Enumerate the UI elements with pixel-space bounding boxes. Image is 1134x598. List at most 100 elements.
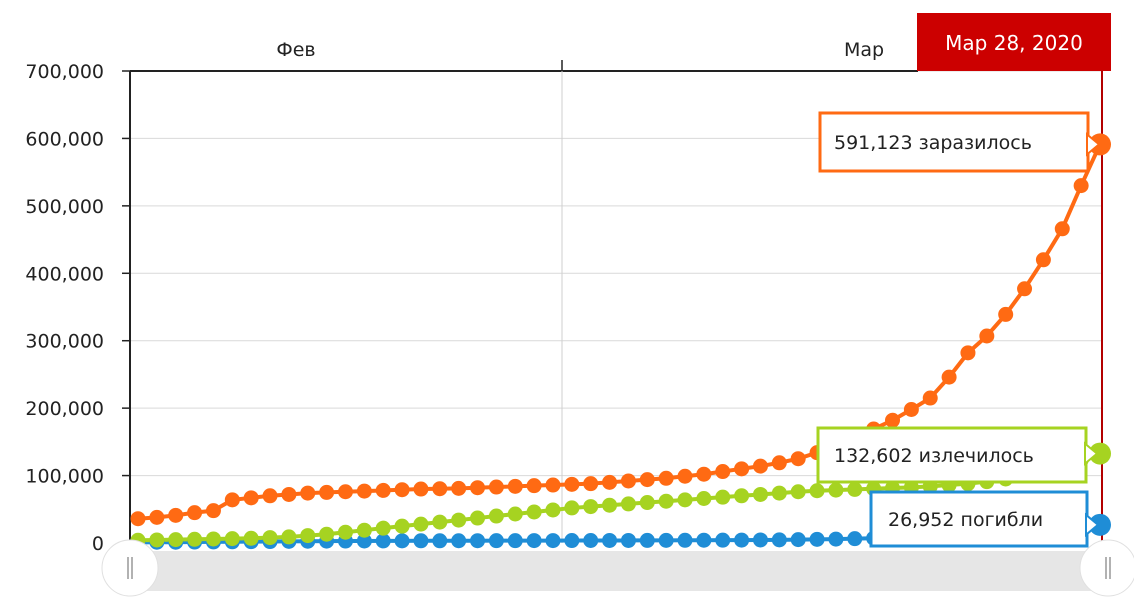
data-point-recovered [300, 528, 316, 544]
callout-label-recovered: 132,602 излечилось [834, 445, 1034, 467]
data-point-confirmed [1073, 178, 1089, 194]
data-point-deaths [602, 532, 618, 548]
y-tick-label: 0 [92, 533, 104, 555]
y-axis-ticks: 0 100,000 200,000 300,000 400,000 500,000 600,… [25, 61, 130, 555]
data-point-deaths [564, 533, 580, 549]
data-point-recovered [451, 512, 467, 528]
data-point-recovered [394, 518, 410, 534]
data-point-recovered [752, 486, 768, 502]
data-point-deaths [677, 532, 693, 548]
data-point-confirmed [187, 505, 203, 521]
month-label: Фев [276, 39, 315, 61]
data-point-recovered [771, 485, 787, 501]
data-point-confirmed [903, 401, 919, 417]
data-point-deaths [394, 533, 410, 549]
data-point-deaths [752, 532, 768, 548]
data-point-confirmed [526, 478, 542, 494]
data-point-recovered [375, 520, 391, 536]
month-labels: Фев Мар [276, 39, 884, 61]
data-point-deaths [356, 533, 372, 549]
data-point-recovered [734, 488, 750, 504]
y-tick-label: 700,000 [25, 61, 104, 83]
data-point-confirmed [149, 509, 165, 525]
data-point-deaths [828, 531, 844, 547]
data-point-confirmed [507, 478, 523, 494]
scroller-left-handle[interactable] [101, 539, 159, 597]
data-point-confirmed [224, 492, 240, 508]
data-point-confirmed [602, 474, 618, 490]
data-point-recovered [470, 510, 486, 526]
data-point-deaths [809, 531, 825, 547]
data-point-recovered [168, 532, 184, 548]
data-point-deaths [1089, 513, 1111, 536]
data-point-deaths [526, 533, 542, 549]
data-point-confirmed [885, 412, 901, 428]
y-tick-label: 200,000 [25, 398, 104, 420]
data-point-confirmed [413, 481, 429, 497]
data-point-recovered [564, 500, 580, 516]
series-line-recovered [137, 451, 1101, 543]
data-point-recovered [149, 532, 165, 548]
data-point-deaths [639, 532, 655, 548]
data-point-deaths [696, 532, 712, 548]
y-tick-label: 400,000 [25, 263, 104, 285]
y-tick-label: 300,000 [25, 331, 104, 353]
y-tick-label: 500,000 [25, 196, 104, 218]
data-point-confirmed [451, 480, 467, 496]
y-tick-label: 600,000 [25, 128, 104, 150]
data-point-confirmed [1054, 221, 1070, 237]
scroller-track[interactable] [130, 551, 1102, 591]
data-point-confirmed [281, 486, 297, 502]
data-point-confirmed [356, 483, 372, 499]
data-point-recovered [224, 531, 240, 547]
current-date-badge: Мар 28, 2020 [917, 13, 1111, 71]
time-range-scroller[interactable] [101, 539, 1134, 597]
data-point-recovered [488, 508, 504, 524]
data-point-recovered [696, 490, 712, 506]
data-point-confirmed [394, 482, 410, 498]
data-point-recovered [639, 495, 655, 511]
data-point-recovered [356, 522, 372, 538]
data-point-recovered [337, 524, 353, 540]
data-point-confirmed [130, 511, 146, 527]
data-point-deaths [790, 532, 806, 548]
series-callouts: 591,123 заразилось 132,602 излечилось 26,9… [816, 111, 1101, 548]
data-point-deaths [451, 533, 467, 549]
data-point-confirmed [488, 479, 504, 495]
data-point-confirmed [696, 466, 712, 482]
callout-label-deaths: 26,952 погибли [888, 509, 1043, 531]
data-point-recovered [413, 516, 429, 532]
data-point-recovered [583, 499, 599, 515]
scroller-right-handle[interactable] [1079, 539, 1134, 597]
data-point-recovered [828, 482, 844, 498]
callout-label-confirmed: 591,123 заразилось [834, 132, 1032, 154]
data-point-confirmed [658, 470, 674, 486]
data-point-confirmed [1017, 281, 1033, 297]
data-point-recovered [847, 481, 863, 497]
data-point-recovered [790, 484, 806, 500]
data-point-confirmed [734, 461, 750, 477]
month-label: Мар [844, 39, 884, 61]
data-point-confirmed [1035, 252, 1051, 268]
callout-deaths: 26,952 погибли [869, 490, 1100, 548]
data-point-recovered [281, 529, 297, 545]
data-point-deaths [620, 532, 636, 548]
data-point-confirmed [470, 480, 486, 496]
data-point-confirmed [620, 473, 636, 489]
data-point-confirmed [337, 484, 353, 500]
data-point-deaths [658, 532, 674, 548]
callout-pointer-confirmed [1086, 132, 1101, 157]
data-point-deaths [771, 532, 787, 548]
data-point-deaths [734, 532, 750, 548]
data-point-confirmed [168, 507, 184, 523]
data-point-confirmed [998, 306, 1014, 322]
data-point-recovered [187, 531, 203, 547]
data-point-confirmed [677, 468, 693, 484]
data-point-recovered [243, 530, 259, 546]
data-point-confirmed [979, 328, 995, 344]
data-point-confirmed [941, 369, 957, 385]
data-point-recovered [809, 483, 825, 499]
data-point-deaths [375, 533, 391, 549]
data-point-recovered [658, 493, 674, 509]
